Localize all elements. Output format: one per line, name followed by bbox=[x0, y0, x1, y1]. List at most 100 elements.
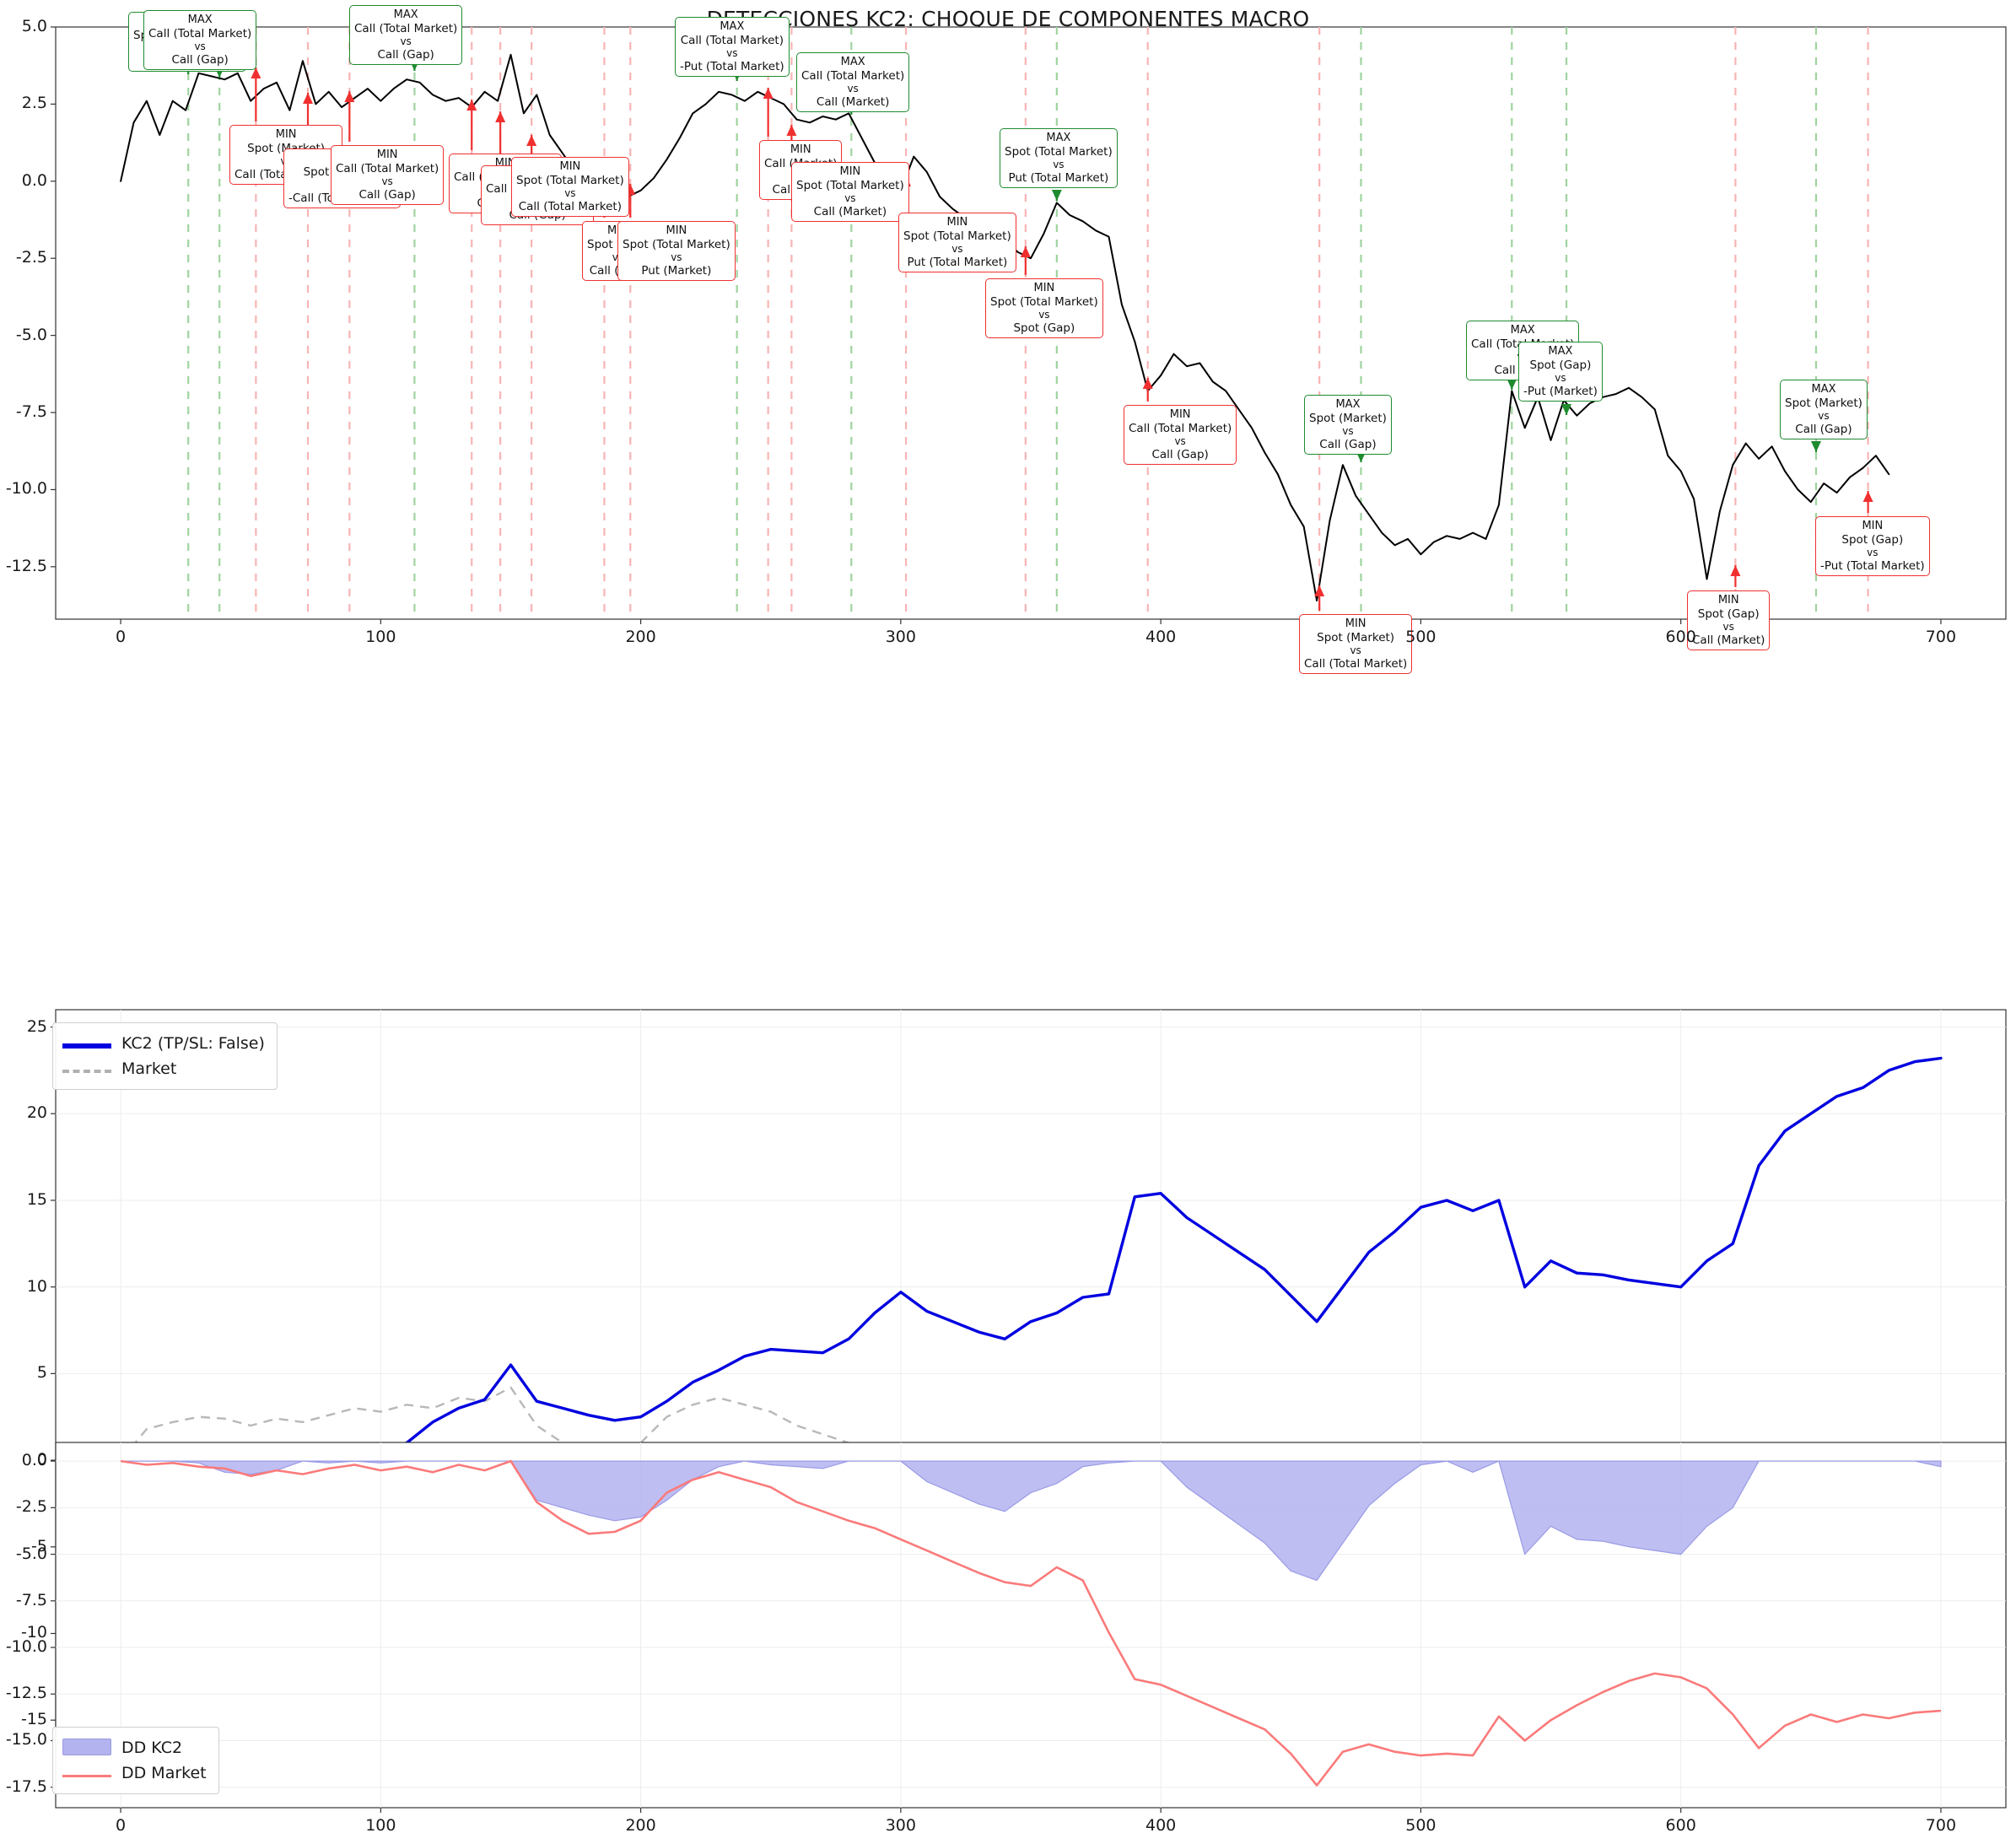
annotation-type: MAX bbox=[1046, 132, 1071, 144]
panel1-xtick: 100 bbox=[365, 628, 396, 646]
annotation-component-b: -Put (Market) bbox=[1523, 384, 1598, 398]
annotation-component-a: Spot (Total Market) bbox=[990, 294, 1098, 309]
panel3-xtick: 200 bbox=[625, 1816, 656, 1833]
annotation-type: MAX bbox=[840, 56, 865, 68]
annotation-type: MIN bbox=[1862, 520, 1884, 532]
panel2-ytick: -5 bbox=[31, 1536, 47, 1555]
annotation-component-a: Spot (Total Market) bbox=[903, 229, 1011, 243]
max-detection-annotation: MAX Spot (Total Market) vs Put (Total Marke… bbox=[1000, 128, 1118, 189]
annotation-component-a: Spot (Gap) bbox=[1697, 607, 1760, 621]
annotation-component-b: Spot (Gap) bbox=[1013, 321, 1075, 335]
legend-item-dd-kc2: DD KC2 bbox=[62, 1735, 207, 1760]
annotation-component-b: Put (Total Market) bbox=[907, 255, 1008, 269]
panel1-xtick: 700 bbox=[1925, 628, 1957, 646]
annotation-component-b: Call (Gap) bbox=[1795, 422, 1852, 436]
annotation-type: MIN bbox=[1345, 617, 1366, 630]
panel3-ytick: -12.5 bbox=[5, 1684, 47, 1703]
min-detection-annotation: MIN Spot (Gap) vs -Put (Total Market) bbox=[1815, 516, 1930, 577]
panel1-xtick: 600 bbox=[1665, 628, 1696, 646]
legend-label-dd-market: DD Market bbox=[121, 1764, 207, 1782]
panel3-ytick: -17.5 bbox=[5, 1776, 47, 1796]
panel2-ytick: 20 bbox=[26, 1103, 47, 1123]
panel2-ytick: 25 bbox=[26, 1016, 47, 1036]
panel2-ytick: 5 bbox=[36, 1363, 47, 1383]
annotation-vs: vs bbox=[1722, 621, 1734, 633]
annotation-vs: vs bbox=[400, 35, 412, 48]
annotation-component-b: Call (Market) bbox=[813, 204, 887, 218]
panel2-ytick: -15 bbox=[20, 1710, 47, 1729]
panel2-ytick: -10 bbox=[20, 1623, 47, 1642]
equity-legend: KC2 (TP/SL: False) Market bbox=[52, 1022, 278, 1090]
annotation-type: MIN bbox=[1169, 408, 1191, 421]
line-solid-red-icon bbox=[62, 1775, 111, 1777]
annotation-component-b: Call (Gap) bbox=[1151, 447, 1209, 461]
min-detection-annotation: MIN Spot (Total Market) vs Put (Total Marke… bbox=[898, 213, 1016, 273]
annotation-vs: vs bbox=[1818, 410, 1830, 423]
annotation-component-b: Call (Total Market) bbox=[1304, 656, 1408, 671]
line-solid-blue-icon bbox=[62, 1043, 111, 1049]
panel1-ytick: -5.0 bbox=[15, 325, 47, 344]
annotation-component-b: Call (Gap) bbox=[377, 47, 434, 62]
annotation-type: MAX bbox=[1510, 324, 1535, 337]
panel1-xtick: 200 bbox=[625, 628, 656, 646]
annotation-component-b: -Put (Total Market) bbox=[1820, 558, 1925, 573]
annotation-vs: vs bbox=[194, 40, 206, 53]
legend-label-dd-kc2: DD KC2 bbox=[121, 1739, 183, 1757]
drawdown-legend: DD KC2 DD Market bbox=[52, 1727, 219, 1794]
annotation-vs: vs bbox=[1350, 644, 1361, 657]
legend-label-market: Market bbox=[121, 1059, 177, 1078]
annotation-component-a: Spot (Total Market) bbox=[796, 178, 904, 192]
annotation-component-b: Call (Total Market) bbox=[518, 199, 622, 213]
annotation-component-a: Spot (Total Market) bbox=[1005, 144, 1113, 159]
panel1-ytick: 0.0 bbox=[21, 170, 47, 190]
panel3-ytick: -5.0 bbox=[15, 1544, 47, 1563]
panel1-ytick: -2.5 bbox=[15, 248, 47, 267]
panel3-xtick: 100 bbox=[365, 1816, 396, 1833]
annotation-vs: vs bbox=[671, 251, 682, 264]
annotation-type: MIN bbox=[790, 143, 811, 156]
panel1-xtick: 300 bbox=[885, 628, 916, 646]
legend-item-dd-market: DD Market bbox=[62, 1760, 207, 1786]
panel3-xtick: 700 bbox=[1925, 1816, 1957, 1833]
legend-label-kc2: KC2 (TP/SL: False) bbox=[121, 1034, 265, 1053]
min-detection-annotation: MIN Spot (Total Market) vs Spot (Gap) bbox=[985, 278, 1103, 339]
legend-item-kc2: KC2 (TP/SL: False) bbox=[62, 1031, 265, 1056]
annotation-component-a: Call (Total Market) bbox=[801, 68, 905, 83]
max-detection-annotation: MAX Call (Total Market) vs Call (Market) bbox=[796, 52, 910, 113]
panel3-ytick: -7.5 bbox=[15, 1590, 47, 1609]
panel1-ytick: -7.5 bbox=[15, 402, 47, 422]
annotation-component-b: Call (Market) bbox=[1692, 633, 1765, 647]
panel1-ytick: 2.5 bbox=[21, 94, 47, 113]
panel1-ytick: -12.5 bbox=[5, 556, 47, 575]
annotation-vs: vs bbox=[1342, 425, 1354, 438]
annotation-type: MAX bbox=[393, 8, 418, 21]
panel1-ytick: 5.0 bbox=[21, 17, 47, 35]
annotation-vs: vs bbox=[1867, 547, 1879, 559]
min-detection-annotation: MIN Spot (Total Market) vs Call (Total Mark… bbox=[511, 157, 629, 218]
annotation-vs: vs bbox=[726, 47, 738, 60]
panel1-ytick: -10.0 bbox=[5, 479, 47, 499]
annotation-component-b: Put (Total Market) bbox=[1008, 170, 1109, 185]
panel2-ytick: 0 bbox=[36, 1450, 47, 1469]
annotation-type: MAX bbox=[1811, 383, 1836, 396]
max-detection-annotation: MAX Spot (Gap) vs -Put (Market) bbox=[1518, 342, 1603, 402]
annotation-component-a: Call (Total Market) bbox=[680, 33, 784, 47]
annotation-type: MIN bbox=[839, 165, 861, 178]
annotation-type: MIN bbox=[1717, 594, 1739, 607]
annotation-component-a: Spot (Market) bbox=[1785, 396, 1862, 410]
annotation-type: MIN bbox=[275, 128, 297, 141]
panel3-xtick: 400 bbox=[1145, 1816, 1177, 1833]
max-detection-annotation: MAX Spot (Market) vs Call (Gap) bbox=[1780, 380, 1868, 440]
annotation-vs: vs bbox=[1174, 435, 1186, 448]
min-detection-annotation: MIN Spot (Total Market) vs Call (Market) bbox=[791, 162, 909, 223]
annotation-vs: vs bbox=[951, 243, 963, 256]
max-detection-annotation: MAX Spot (Market) vs Call (Gap) bbox=[1304, 395, 1392, 456]
panel3-ytick: 0.0 bbox=[21, 1451, 47, 1470]
annotation-component-a: Spot (Gap) bbox=[1841, 532, 1904, 547]
annotation-component-a: Spot (Total Market) bbox=[623, 237, 730, 251]
annotation-component-a: Call (Total Market) bbox=[354, 21, 458, 35]
